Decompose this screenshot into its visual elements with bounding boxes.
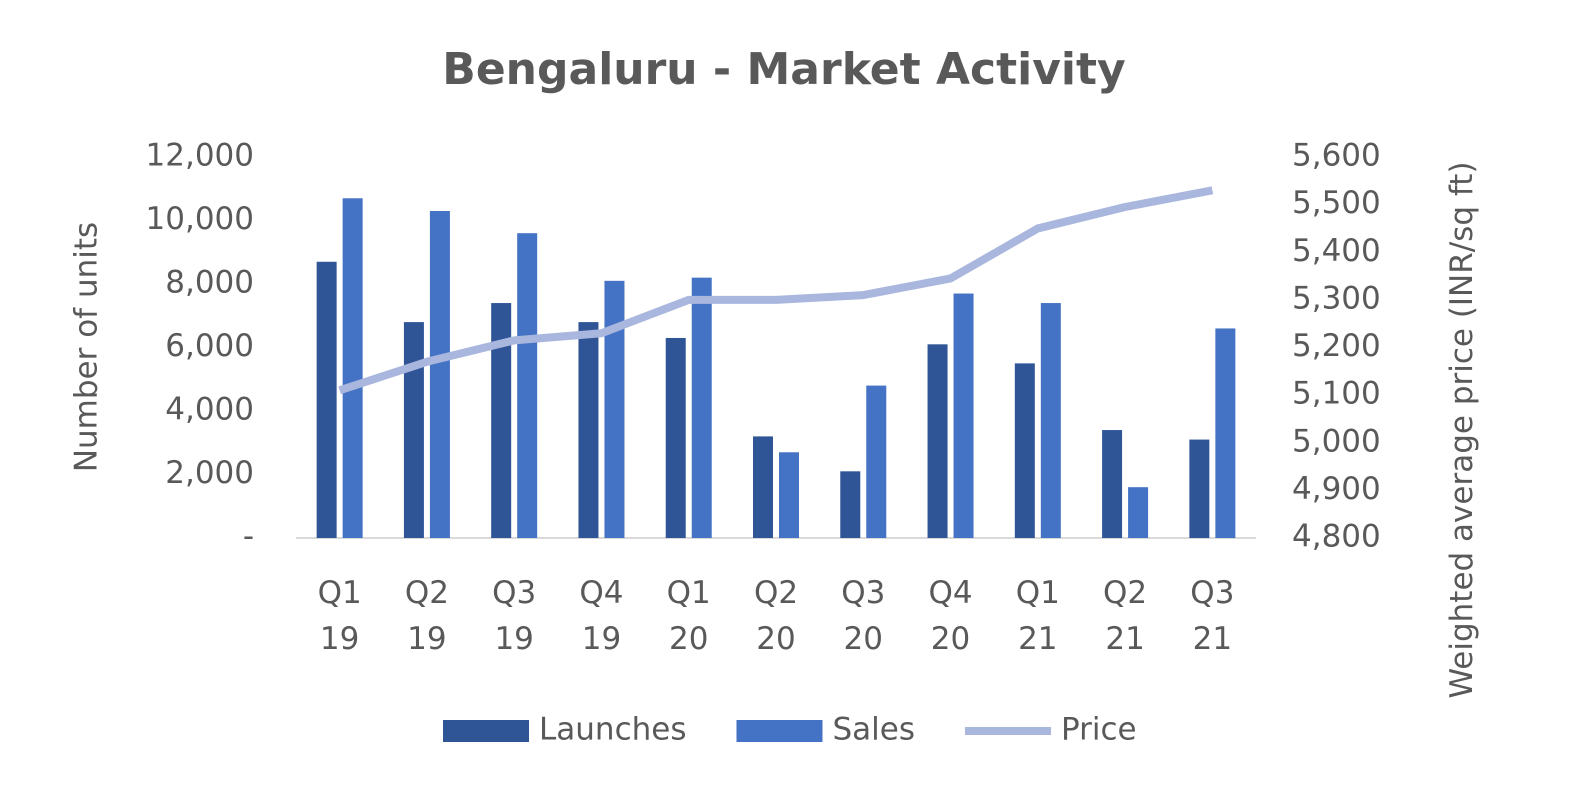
y-tick-label: 6,000 [165,328,254,364]
x-tick-label: Q4 19 [579,575,624,657]
x-tick-label: Q1 21 [1015,575,1060,657]
y2-axis-title: Weighted average price (INR/sq ft) [1444,161,1480,699]
y2-tick-label: 4,800 [1292,519,1381,555]
y2-tick-label: 5,400 [1292,233,1381,269]
legend-label: Launches [539,712,686,748]
bar [578,322,599,538]
bar [779,452,799,538]
bar [403,322,424,538]
x-tick-label: Q4 20 [928,575,973,657]
y2-tick-label: 5,000 [1292,423,1381,459]
y-axis-title: Number of units [69,222,105,472]
y-tick-label: 2,000 [165,455,254,491]
y-tick-label: 4,000 [165,392,254,428]
line [338,186,1214,395]
x-tick-label: Q3 21 [1190,575,1235,657]
bar [604,280,625,538]
bar [1102,430,1123,538]
y-tick-label: - [243,519,254,555]
bar [1128,487,1149,538]
chart-title: Bengaluru - Market Activity [442,44,1125,95]
bar [1189,439,1210,538]
x-tick-label: Q2 19 [404,575,449,657]
x-tick-label: Q3 19 [492,575,537,657]
legend-swatch [443,720,529,742]
bar [342,198,363,538]
y2-tick-label: 5,200 [1292,328,1381,364]
bar [316,261,337,538]
bar [691,277,712,538]
y2-tick-label: 5,100 [1292,376,1381,412]
bar [665,337,686,538]
y2-tick-label: 5,300 [1292,280,1381,316]
x-tick-label: Q3 20 [841,575,886,657]
legend-label: Sales [832,712,915,748]
bar [753,436,773,538]
legend-swatch [736,720,823,742]
x-tick-label: Q1 20 [666,575,711,657]
bar [1215,328,1236,538]
bar [429,210,450,538]
bar [1040,303,1061,538]
bar [927,344,948,538]
bar [866,385,887,538]
bar [953,293,974,538]
y-tick-label: 8,000 [165,265,254,301]
bar [491,303,512,538]
bar [840,471,861,538]
x-tick-label: Q2 21 [1103,575,1148,657]
y-tick-label: 10,000 [146,201,254,237]
bar [1014,363,1035,538]
y2-tick-label: 5,600 [1292,138,1381,174]
x-tick-label: Q1 19 [317,575,362,657]
y2-tick-label: 4,900 [1292,471,1381,507]
x-tick-label: Q2 20 [753,575,799,657]
y-tick-label: 12,000 [146,138,254,174]
bar [517,233,538,538]
legend-label: Price [1061,712,1137,748]
y2-tick-label: 5,500 [1292,185,1381,221]
